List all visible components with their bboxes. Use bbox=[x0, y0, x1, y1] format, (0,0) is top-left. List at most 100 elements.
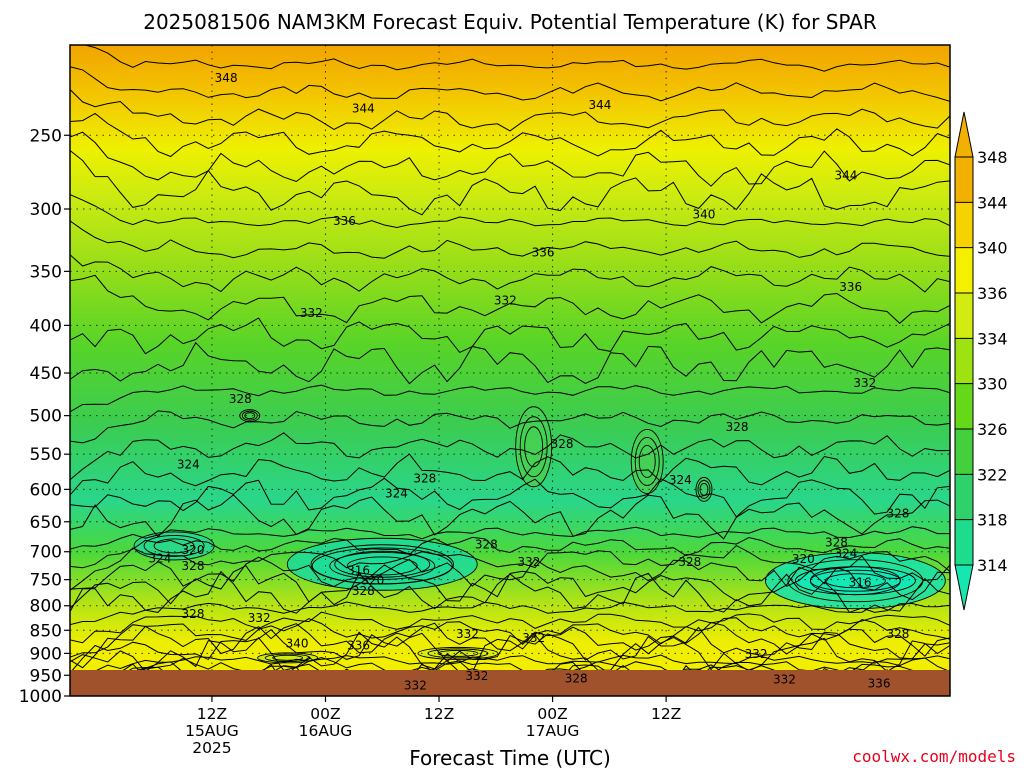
contour-label: 332 bbox=[853, 376, 876, 390]
y-tick-label: 300 bbox=[30, 200, 62, 220]
y-tick-label: 250 bbox=[30, 126, 62, 146]
contour-line bbox=[83, 45, 950, 72]
y-tick-label: 600 bbox=[30, 480, 62, 500]
contour-label: 344 bbox=[834, 168, 857, 182]
contour-loop bbox=[634, 437, 660, 486]
colorbar-label: 336 bbox=[977, 284, 1008, 303]
contour-line bbox=[70, 341, 950, 385]
contour-label: 324 bbox=[834, 546, 857, 560]
ground-surface bbox=[70, 670, 950, 696]
contour-loop bbox=[515, 406, 553, 488]
contour-loop bbox=[241, 410, 258, 421]
contour-line bbox=[70, 432, 950, 481]
colorbar: 314 318 322 326 330 334 336 340 344 348 bbox=[954, 111, 1008, 611]
colorbar-label: 314 bbox=[977, 556, 1008, 575]
contour-label: 328 bbox=[726, 420, 749, 434]
contour-label: 332 bbox=[248, 611, 271, 625]
y-tick-label: 500 bbox=[30, 407, 62, 427]
contour-line bbox=[70, 621, 950, 669]
colorbar-label: 318 bbox=[977, 511, 1008, 530]
contour-label: 332 bbox=[517, 555, 540, 569]
x-axis-label: Forecast Time (UTC) bbox=[409, 746, 611, 768]
x-tick-label: 17AUG bbox=[526, 722, 580, 740]
contour-label: 328 bbox=[551, 437, 574, 451]
contour-loop bbox=[310, 544, 454, 585]
contour-line bbox=[70, 494, 950, 540]
colorbar-segment bbox=[955, 338, 973, 384]
contour-loop bbox=[638, 445, 656, 478]
contour-line bbox=[70, 611, 950, 644]
contour-loop bbox=[695, 476, 713, 502]
x-tick-label: 12Z bbox=[197, 705, 227, 723]
contour-loop bbox=[519, 416, 548, 478]
colorbar-label: 330 bbox=[977, 375, 1008, 394]
colorbar-segment bbox=[955, 157, 973, 203]
y-tick-label: 1000 bbox=[19, 687, 62, 707]
contour-label: 336 bbox=[347, 639, 370, 653]
y-tick-label: 700 bbox=[30, 543, 62, 563]
contour-loop bbox=[630, 429, 664, 494]
colorbar-segment bbox=[955, 293, 973, 339]
contour-label: 328 bbox=[229, 392, 252, 406]
contour-line bbox=[70, 410, 950, 444]
contour-label: 332 bbox=[404, 678, 427, 692]
contour-line bbox=[70, 555, 950, 590]
field-blob bbox=[287, 538, 478, 591]
contour-line bbox=[70, 150, 950, 216]
contour-label: 332 bbox=[745, 647, 768, 661]
colorbar-segment bbox=[955, 202, 973, 248]
y-tick-label: 900 bbox=[30, 644, 62, 664]
contour-loop bbox=[143, 534, 205, 557]
contour-line bbox=[70, 477, 950, 518]
contour-line bbox=[70, 89, 950, 132]
colorbar-segment bbox=[955, 429, 973, 475]
x-tick-label: 12Z bbox=[424, 705, 454, 723]
contour-label: 316 bbox=[347, 563, 370, 577]
contour-loop bbox=[524, 426, 544, 468]
contour-loop bbox=[697, 479, 711, 499]
contour-label: 328 bbox=[182, 559, 205, 573]
contour-label: 324 bbox=[177, 457, 200, 471]
contour-label: 320 bbox=[792, 552, 815, 566]
colorbar-segment bbox=[955, 519, 973, 565]
colorbar-max-arrow bbox=[954, 111, 974, 158]
colorbar-label: 348 bbox=[977, 148, 1008, 167]
y-tick-label: 550 bbox=[30, 445, 62, 465]
contour-line bbox=[70, 112, 950, 158]
field-blob bbox=[631, 429, 664, 494]
contour-line bbox=[70, 131, 950, 187]
contour-label: 348 bbox=[215, 71, 238, 85]
y-tick-label: 450 bbox=[30, 364, 62, 384]
contour-line bbox=[70, 453, 950, 496]
contour-label: 328 bbox=[182, 607, 205, 621]
contour-label: 336 bbox=[839, 280, 862, 294]
contour-line bbox=[70, 220, 950, 259]
contour-label: 328 bbox=[352, 584, 375, 598]
y-tick-label: 850 bbox=[30, 621, 62, 641]
contour-loop bbox=[153, 538, 195, 554]
field-blob bbox=[795, 566, 916, 595]
contour-label: 328 bbox=[475, 538, 498, 552]
colorbar-label: 334 bbox=[977, 329, 1008, 348]
contour-label: 344 bbox=[588, 98, 611, 112]
contour-loop bbox=[346, 556, 418, 576]
credit-link[interactable]: coolwx.com/models bbox=[852, 747, 1016, 766]
contour-line bbox=[70, 254, 950, 293]
contour-label: 328 bbox=[825, 535, 848, 549]
x-tick-label: 00Z bbox=[310, 705, 340, 723]
contour-loop bbox=[264, 653, 311, 663]
plot-frame bbox=[69, 44, 951, 697]
contour-line bbox=[70, 601, 950, 626]
contour-line bbox=[70, 194, 950, 229]
contour-loop bbox=[257, 652, 319, 664]
contour-label: 332 bbox=[300, 306, 323, 320]
contour-label: 320 bbox=[361, 574, 384, 588]
contour-loop bbox=[437, 649, 479, 657]
colorbar-label: 340 bbox=[977, 239, 1008, 258]
x-tick-label: 12Z bbox=[651, 705, 681, 723]
colorbar-segment bbox=[955, 474, 973, 520]
chart-title: 2025081506 NAM3KM Forecast Equiv. Potent… bbox=[143, 10, 877, 34]
contour-label: 340 bbox=[693, 207, 716, 221]
contour-label: 336 bbox=[532, 245, 555, 259]
